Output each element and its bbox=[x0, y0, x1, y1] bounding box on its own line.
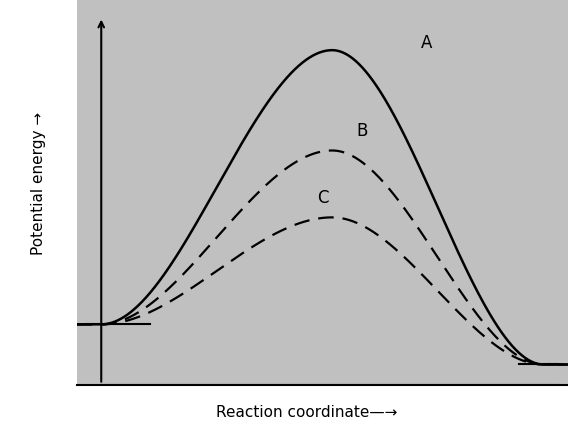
Text: Reaction coordinate—→: Reaction coordinate—→ bbox=[216, 406, 398, 420]
Text: A: A bbox=[420, 35, 432, 52]
Text: B: B bbox=[357, 122, 368, 140]
Text: Potential energy →: Potential energy → bbox=[31, 112, 46, 255]
Text: C: C bbox=[318, 189, 329, 207]
